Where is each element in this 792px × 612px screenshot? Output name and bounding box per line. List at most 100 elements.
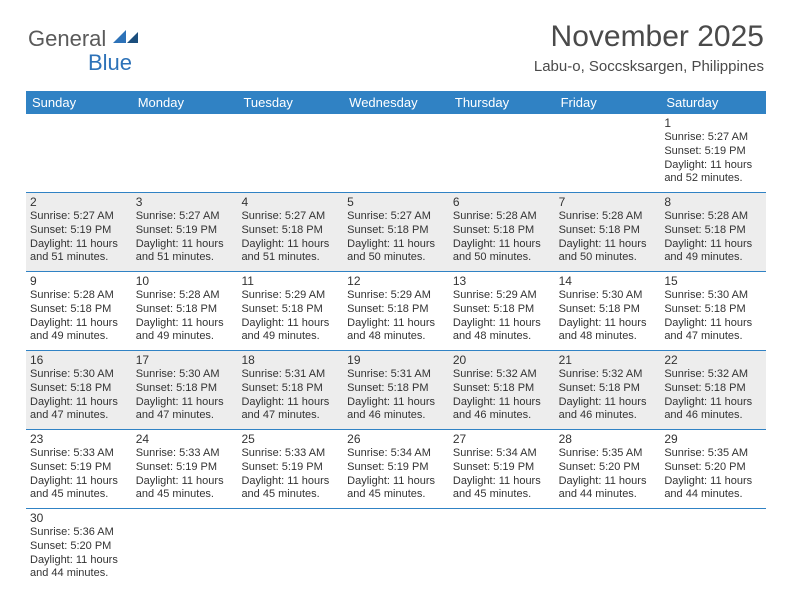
day-number: 19: [347, 353, 445, 367]
daylight-text: Daylight: 11 hours and 47 minutes.: [136, 396, 234, 424]
sunrise-text: Sunrise: 5:32 AM: [664, 368, 762, 382]
calendar-cell: [449, 509, 555, 587]
sunset-text: Sunset: 5:18 PM: [241, 382, 339, 396]
day-number: 13: [453, 274, 551, 288]
day-number: 8: [664, 195, 762, 209]
day-number: 24: [136, 432, 234, 446]
daylight-text: Daylight: 11 hours and 51 minutes.: [30, 238, 128, 266]
calendar-cell: 26Sunrise: 5:34 AMSunset: 5:19 PMDayligh…: [343, 430, 449, 508]
sunset-text: Sunset: 5:18 PM: [664, 303, 762, 317]
daylight-text: Daylight: 11 hours and 47 minutes.: [30, 396, 128, 424]
sunrise-text: Sunrise: 5:34 AM: [347, 447, 445, 461]
day-number: 11: [241, 274, 339, 288]
sunset-text: Sunset: 5:18 PM: [30, 303, 128, 317]
sunset-text: Sunset: 5:18 PM: [241, 224, 339, 238]
daylight-text: Daylight: 11 hours and 45 minutes.: [347, 475, 445, 503]
logo-blue-wrap: Blue: [28, 50, 132, 76]
daylight-text: Daylight: 11 hours and 51 minutes.: [241, 238, 339, 266]
sunrise-text: Sunrise: 5:33 AM: [30, 447, 128, 461]
flag-icon: [112, 28, 140, 51]
sunset-text: Sunset: 5:18 PM: [453, 382, 551, 396]
calendar-cell: 14Sunrise: 5:30 AMSunset: 5:18 PMDayligh…: [555, 272, 661, 350]
sunset-text: Sunset: 5:18 PM: [241, 303, 339, 317]
calendar-cell: [26, 114, 132, 192]
sunrise-text: Sunrise: 5:30 AM: [559, 289, 657, 303]
calendar-row: 23Sunrise: 5:33 AMSunset: 5:19 PMDayligh…: [26, 430, 766, 509]
daylight-text: Daylight: 11 hours and 44 minutes.: [30, 554, 128, 582]
calendar-cell: 15Sunrise: 5:30 AMSunset: 5:18 PMDayligh…: [660, 272, 766, 350]
day-number: 1: [664, 116, 762, 130]
daylight-text: Daylight: 11 hours and 50 minutes.: [559, 238, 657, 266]
sunset-text: Sunset: 5:20 PM: [30, 540, 128, 554]
sunset-text: Sunset: 5:18 PM: [559, 382, 657, 396]
day-number: 2: [30, 195, 128, 209]
sunset-text: Sunset: 5:18 PM: [559, 303, 657, 317]
calendar-cell: 2Sunrise: 5:27 AMSunset: 5:19 PMDaylight…: [26, 193, 132, 271]
calendar-row: 1Sunrise: 5:27 AMSunset: 5:19 PMDaylight…: [26, 114, 766, 193]
title-block: November 2025 Labu-o, Soccsksargen, Phil…: [534, 20, 764, 75]
day-number: 21: [559, 353, 657, 367]
sunset-text: Sunset: 5:19 PM: [136, 224, 234, 238]
sunrise-text: Sunrise: 5:33 AM: [136, 447, 234, 461]
calendar-cell: 5Sunrise: 5:27 AMSunset: 5:18 PMDaylight…: [343, 193, 449, 271]
sunrise-text: Sunrise: 5:27 AM: [241, 210, 339, 224]
calendar-cell: 28Sunrise: 5:35 AMSunset: 5:20 PMDayligh…: [555, 430, 661, 508]
calendar-row: 2Sunrise: 5:27 AMSunset: 5:19 PMDaylight…: [26, 193, 766, 272]
calendar-cell: [343, 509, 449, 587]
sunset-text: Sunset: 5:20 PM: [559, 461, 657, 475]
day-header-sun: Sunday: [26, 91, 132, 114]
sunrise-text: Sunrise: 5:30 AM: [30, 368, 128, 382]
sunset-text: Sunset: 5:18 PM: [136, 303, 234, 317]
daylight-text: Daylight: 11 hours and 45 minutes.: [136, 475, 234, 503]
calendar-cell: 29Sunrise: 5:35 AMSunset: 5:20 PMDayligh…: [660, 430, 766, 508]
sunrise-text: Sunrise: 5:32 AM: [453, 368, 551, 382]
sunrise-text: Sunrise: 5:36 AM: [30, 526, 128, 540]
daylight-text: Daylight: 11 hours and 44 minutes.: [559, 475, 657, 503]
calendar-row: 16Sunrise: 5:30 AMSunset: 5:18 PMDayligh…: [26, 351, 766, 430]
daylight-text: Daylight: 11 hours and 49 minutes.: [664, 238, 762, 266]
sunrise-text: Sunrise: 5:31 AM: [241, 368, 339, 382]
calendar-row: 30Sunrise: 5:36 AMSunset: 5:20 PMDayligh…: [26, 509, 766, 587]
day-header-tue: Tuesday: [237, 91, 343, 114]
daylight-text: Daylight: 11 hours and 48 minutes.: [559, 317, 657, 345]
daylight-text: Daylight: 11 hours and 46 minutes.: [664, 396, 762, 424]
sunset-text: Sunset: 5:18 PM: [664, 382, 762, 396]
day-header-sat: Saturday: [660, 91, 766, 114]
calendar-cell: 9Sunrise: 5:28 AMSunset: 5:18 PMDaylight…: [26, 272, 132, 350]
calendar-cell: 27Sunrise: 5:34 AMSunset: 5:19 PMDayligh…: [449, 430, 555, 508]
sunrise-text: Sunrise: 5:35 AM: [559, 447, 657, 461]
calendar-cell: 18Sunrise: 5:31 AMSunset: 5:18 PMDayligh…: [237, 351, 343, 429]
daylight-text: Daylight: 11 hours and 49 minutes.: [241, 317, 339, 345]
sunrise-text: Sunrise: 5:30 AM: [136, 368, 234, 382]
day-number: 12: [347, 274, 445, 288]
sunrise-text: Sunrise: 5:28 AM: [559, 210, 657, 224]
day-number: 23: [30, 432, 128, 446]
sunset-text: Sunset: 5:18 PM: [30, 382, 128, 396]
calendar-cell: 21Sunrise: 5:32 AMSunset: 5:18 PMDayligh…: [555, 351, 661, 429]
calendar-cell: 10Sunrise: 5:28 AMSunset: 5:18 PMDayligh…: [132, 272, 238, 350]
day-number: 3: [136, 195, 234, 209]
calendar-cell: 13Sunrise: 5:29 AMSunset: 5:18 PMDayligh…: [449, 272, 555, 350]
logo-text-blue: Blue: [88, 50, 132, 75]
daylight-text: Daylight: 11 hours and 47 minutes.: [241, 396, 339, 424]
daylight-text: Daylight: 11 hours and 47 minutes.: [664, 317, 762, 345]
day-number: 9: [30, 274, 128, 288]
sunrise-text: Sunrise: 5:28 AM: [30, 289, 128, 303]
sunrise-text: Sunrise: 5:27 AM: [347, 210, 445, 224]
daylight-text: Daylight: 11 hours and 49 minutes.: [136, 317, 234, 345]
day-number: 18: [241, 353, 339, 367]
sunset-text: Sunset: 5:19 PM: [30, 461, 128, 475]
calendar-cell: [555, 114, 661, 192]
daylight-text: Daylight: 11 hours and 51 minutes.: [136, 238, 234, 266]
calendar-cell: 3Sunrise: 5:27 AMSunset: 5:19 PMDaylight…: [132, 193, 238, 271]
sunset-text: Sunset: 5:18 PM: [347, 382, 445, 396]
sunset-text: Sunset: 5:19 PM: [241, 461, 339, 475]
sunrise-text: Sunrise: 5:35 AM: [664, 447, 762, 461]
calendar-cell: 7Sunrise: 5:28 AMSunset: 5:18 PMDaylight…: [555, 193, 661, 271]
daylight-text: Daylight: 11 hours and 49 minutes.: [30, 317, 128, 345]
calendar-cell: [449, 114, 555, 192]
day-header-wed: Wednesday: [343, 91, 449, 114]
logo-text-general: General: [28, 26, 106, 52]
sunset-text: Sunset: 5:18 PM: [347, 303, 445, 317]
daylight-text: Daylight: 11 hours and 45 minutes.: [453, 475, 551, 503]
